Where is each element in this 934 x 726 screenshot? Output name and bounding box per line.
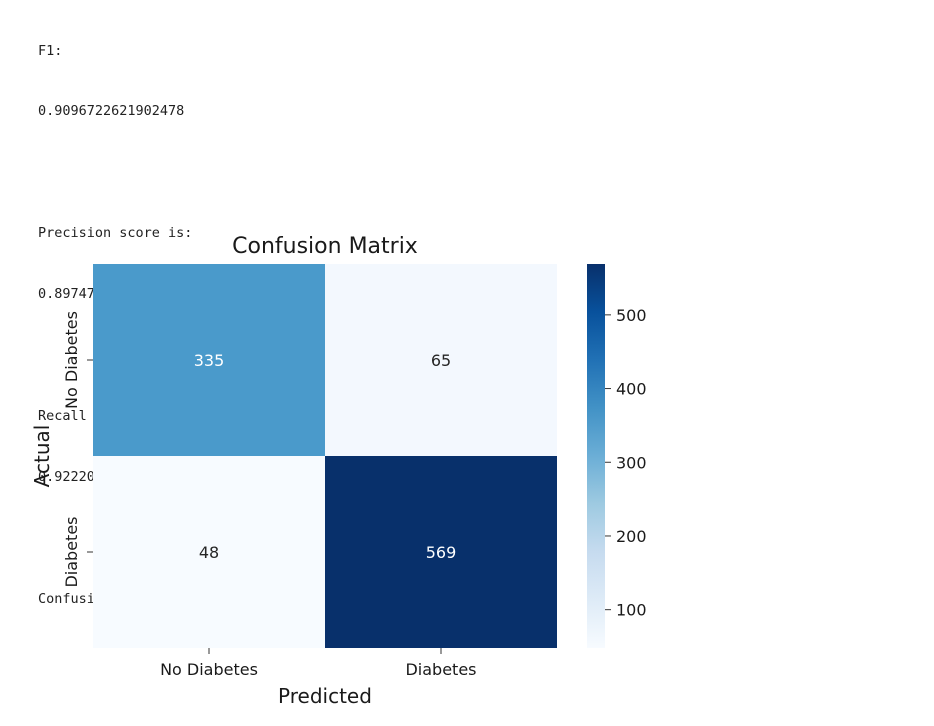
colorbar-tick-label: 400	[616, 380, 647, 399]
colorbar-gradient	[587, 264, 605, 648]
heatmap-cell	[325, 456, 557, 648]
heatmap-cell	[325, 264, 557, 456]
colorbar: 100 200 300 400 500	[587, 264, 647, 648]
colorbar-tick-label: 200	[616, 527, 647, 546]
y-axis-ticks: No Diabetes Diabetes	[62, 311, 93, 588]
colorbar-tick-label: 500	[616, 306, 647, 325]
heatmap-cell	[93, 264, 325, 456]
colorbar-tick-label: 100	[616, 601, 647, 620]
cell-value-label: 335	[194, 351, 225, 370]
colorbar-tick-label: 300	[616, 453, 647, 472]
y-tick-label: Diabetes	[62, 516, 81, 587]
f1-value: 0.9096722621902478	[38, 103, 185, 120]
heatmap-cell	[93, 456, 325, 648]
x-axis-ticks: No Diabetes Diabetes	[160, 648, 477, 679]
heatmap-cells: 335 65 48 569	[93, 264, 557, 648]
cell-value-label: 569	[426, 543, 457, 562]
f1-label: F1:	[38, 42, 63, 59]
chart-title: Confusion Matrix	[232, 234, 418, 259]
x-tick-label: Diabetes	[405, 660, 476, 679]
x-axis-label: Predicted	[278, 684, 372, 708]
cell-value-label: 65	[431, 351, 451, 370]
cell-value-label: 48	[199, 543, 219, 562]
precision-label: Precision score is:	[38, 225, 193, 242]
x-tick-label: No Diabetes	[160, 660, 258, 679]
y-tick-label: No Diabetes	[62, 311, 81, 409]
y-axis-label: Actual	[30, 425, 54, 488]
